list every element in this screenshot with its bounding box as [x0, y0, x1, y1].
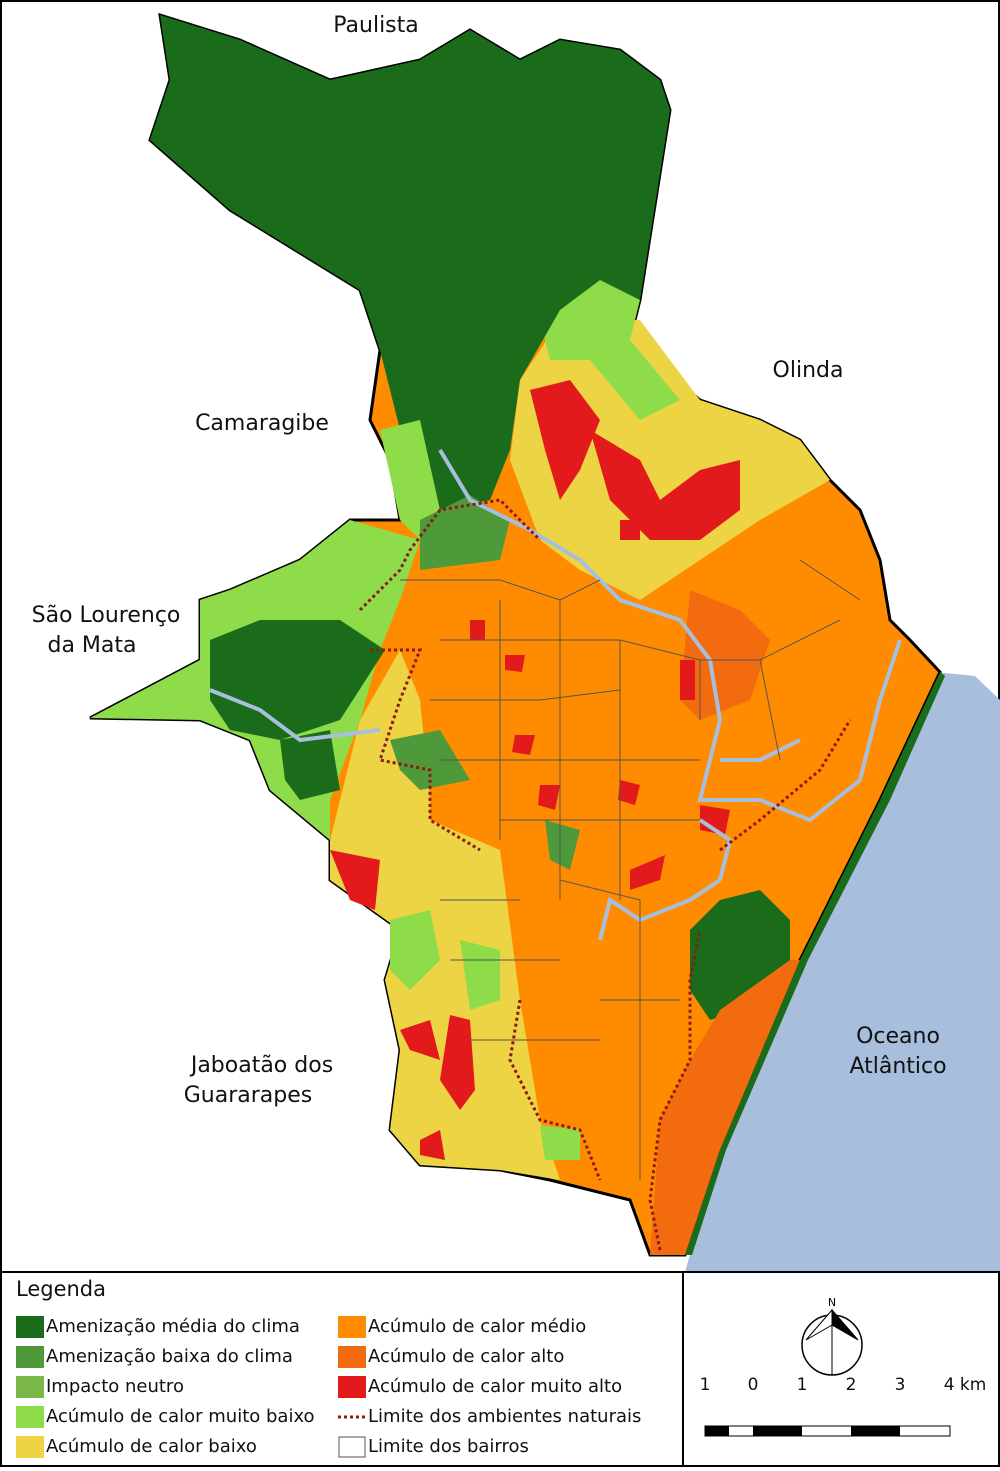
scale-bar: 1 0 1 2 3 4 km [700, 1375, 987, 1437]
scale-label: 2 [846, 1375, 857, 1395]
legend-swatch [338, 1436, 366, 1458]
zone-dark-green-coast [685, 672, 945, 1255]
place-label: Oceano Atlântico [849, 1024, 946, 1079]
legend-swatch [338, 1376, 366, 1398]
legend-swatch [16, 1406, 44, 1428]
legend-swatch [16, 1346, 44, 1368]
natural-limit [358, 498, 852, 1251]
legend-label: Acúmulo de calor baixo [46, 1436, 257, 1457]
scale-label: 4 km [944, 1375, 987, 1395]
legend-swatch [16, 1316, 44, 1338]
zone-dark-green-west [210, 620, 385, 800]
place-label: Camaragibe [195, 411, 329, 436]
legend: Legenda Amenização média do clima Ameniz… [0, 1271, 1000, 1467]
legend-label: Acúmulo de calor muito baixo [46, 1406, 315, 1427]
scale-frame [704, 1425, 951, 1437]
zone-dark-green-park [690, 890, 790, 1020]
scale-segment [851, 1426, 900, 1436]
legend-label: Limite dos bairros [368, 1436, 529, 1457]
compass-arrow-right [831, 1308, 859, 1341]
legend-label: Amenização baixa do clima [46, 1346, 293, 1367]
legend-label: Amenização média do clima [46, 1316, 300, 1337]
water-channels [209, 448, 902, 941]
scale-segment [753, 1426, 802, 1436]
legend-swatch [338, 1316, 366, 1338]
scale-segment [705, 1426, 729, 1436]
zone-yellow-west [330, 650, 430, 860]
north-label: N [828, 1296, 836, 1309]
legend-swatch [16, 1376, 44, 1398]
zone-light-green-north [540, 280, 680, 420]
zone-yellow-north [510, 320, 830, 600]
legend-label: Impacto neutro [46, 1376, 184, 1397]
zone-dark-orange [680, 590, 770, 720]
neighborhood-limits [400, 559, 861, 1180]
zone-dark-orange-coast [650, 960, 800, 1255]
legend-label: Acúmulo de calor médio [368, 1316, 586, 1337]
scale-label: 0 [748, 1375, 759, 1395]
place-labels: Paulista Olinda Camaragibe São Lourenço d… [32, 13, 947, 1108]
place-label: Paulista [333, 13, 419, 38]
scale-label: 1 [797, 1375, 808, 1395]
legend-label: Acúmulo de calor alto [368, 1346, 564, 1367]
legend-swatch [16, 1436, 44, 1458]
scale-label: 1 [700, 1375, 711, 1395]
ocean [685, 672, 1000, 1272]
place-label: São Lourenço da Mata [32, 603, 181, 658]
legend-label: Acúmulo de calor muito alto [368, 1376, 622, 1397]
north-arrow: N [801, 1296, 863, 1376]
legend-title: Legenda [16, 1277, 106, 1301]
zone-dark-green-north [150, 15, 670, 510]
zone-yellow-sw [330, 820, 560, 1180]
scale-label: 3 [895, 1375, 906, 1395]
legend-swatch [338, 1346, 366, 1368]
zone-light-green-camaragibe [380, 420, 440, 540]
map [89, 12, 1000, 1272]
place-label: Olinda [773, 358, 844, 383]
legend-label: Limite dos ambientes naturais [368, 1406, 641, 1427]
zone-medium-green [390, 495, 580, 870]
place-label: Jaboatão dos Guararapes [184, 1053, 333, 1108]
